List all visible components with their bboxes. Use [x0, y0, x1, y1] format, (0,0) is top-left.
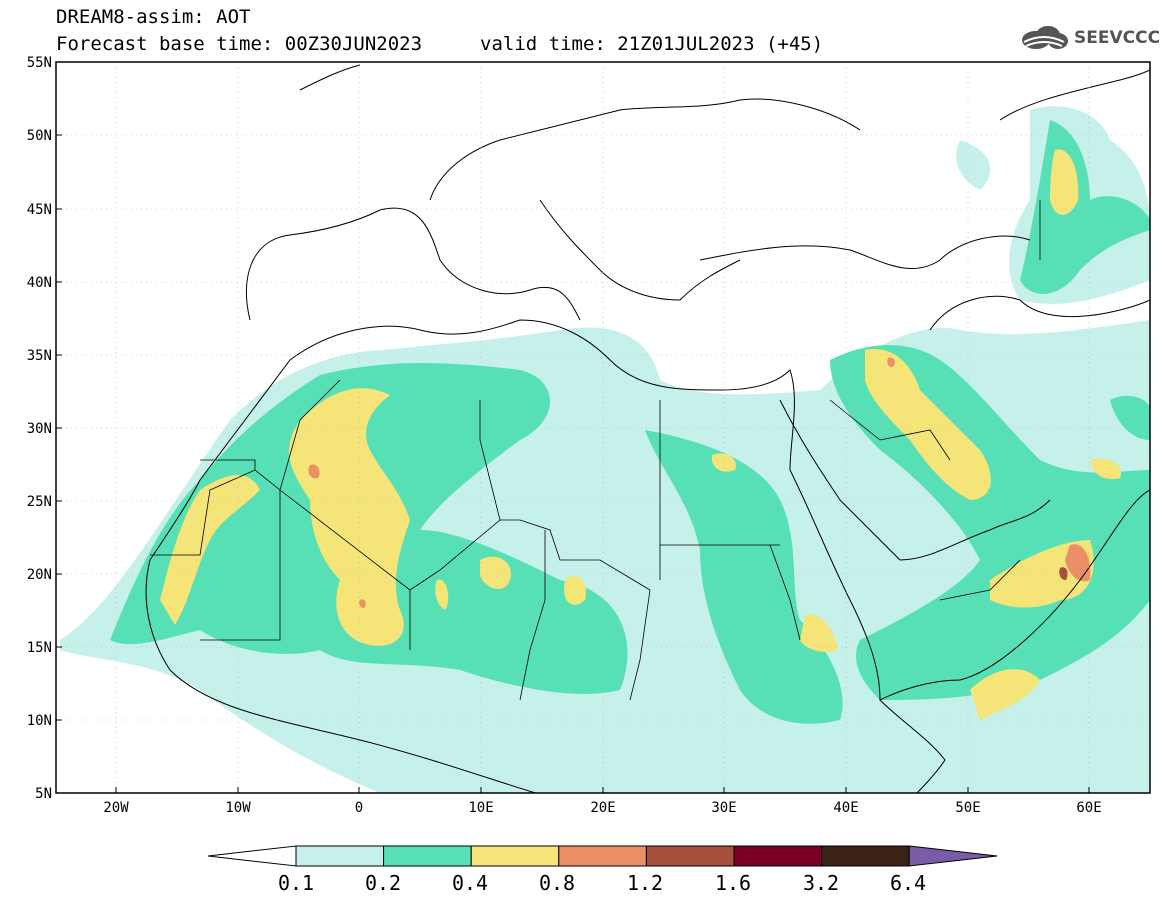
lat-label: 15N	[27, 640, 52, 656]
lat-label: 30N	[27, 421, 52, 437]
lat-label: 20N	[27, 567, 52, 583]
lat-label: 40N	[27, 275, 52, 291]
colorbar-label: 3.2	[803, 871, 839, 895]
colorbar-label: 0.8	[539, 871, 575, 895]
lon-label: 0	[355, 800, 363, 816]
colorbar-label: 1.6	[715, 871, 751, 895]
base-time: Forecast base time: 00Z30JUN2023	[56, 33, 423, 55]
aot-field	[56, 62, 1150, 793]
valid-time: valid time: 21Z01JUL2023 (+45)	[480, 33, 824, 55]
axis-ticks	[56, 61, 1090, 793]
lon-label: 60E	[1076, 800, 1101, 816]
lat-label: 25N	[27, 494, 52, 510]
map-title: DREAM8-assim: AOT	[56, 6, 251, 28]
colorbar-bin	[558, 845, 647, 867]
colorbar-labels: 0.1 0.2 0.4 0.8 1.2 1.6 3.2 6.4	[278, 871, 926, 895]
colorbar-bin	[645, 845, 735, 867]
lat-label: 5N	[35, 786, 52, 802]
logo-text: SEEVCCC	[1074, 28, 1161, 48]
colorbar-label: 1.2	[627, 871, 663, 895]
colorbar-bin	[821, 845, 910, 867]
lon-label: 50E	[955, 800, 980, 816]
cloud-icon	[1022, 26, 1068, 49]
graticule	[56, 62, 1150, 793]
lon-label: 30E	[711, 800, 736, 816]
colorbar-bin	[295, 845, 385, 867]
lat-label: 35N	[27, 348, 52, 364]
lat-label: 50N	[27, 128, 52, 144]
lat-label: 45N	[27, 202, 52, 218]
aot-band-0.8	[308, 357, 1091, 608]
lon-label: 20E	[590, 800, 615, 816]
lon-label: 10E	[468, 800, 493, 816]
colorbar-label: 0.1	[278, 871, 314, 895]
colorbar-bin	[470, 845, 560, 867]
colorbar-label: 0.2	[365, 871, 401, 895]
colorbar-label: 6.4	[890, 871, 926, 895]
lon-label: 40E	[833, 800, 858, 816]
colorbar-overflow	[908, 845, 998, 867]
forecast-times: Forecast base time: 00Z30JUN2023 valid ti…	[56, 33, 823, 55]
colorbar-bin	[733, 845, 823, 867]
lon-labels: 20W 10W 0 10E 20E 30E 40E 50E 60E	[103, 800, 1101, 816]
lat-label: 10N	[27, 713, 52, 729]
colorbar-label: 0.4	[452, 871, 488, 895]
colorbar-underflow	[207, 845, 297, 867]
lon-label: 10W	[225, 800, 251, 816]
lat-labels: 55N 50N 45N 40N 35N 30N 25N 20N 15N 10N …	[27, 55, 52, 802]
aot-band-0.4	[160, 149, 1121, 720]
borders	[150, 200, 1041, 701]
colorbar	[207, 845, 998, 867]
colorbar-bin	[383, 845, 472, 867]
lat-label: 55N	[27, 55, 52, 71]
seevccc-logo: SEEVCCC	[1018, 24, 1160, 52]
aot-band-1.2	[1059, 567, 1068, 580]
lon-label: 20W	[103, 800, 129, 816]
